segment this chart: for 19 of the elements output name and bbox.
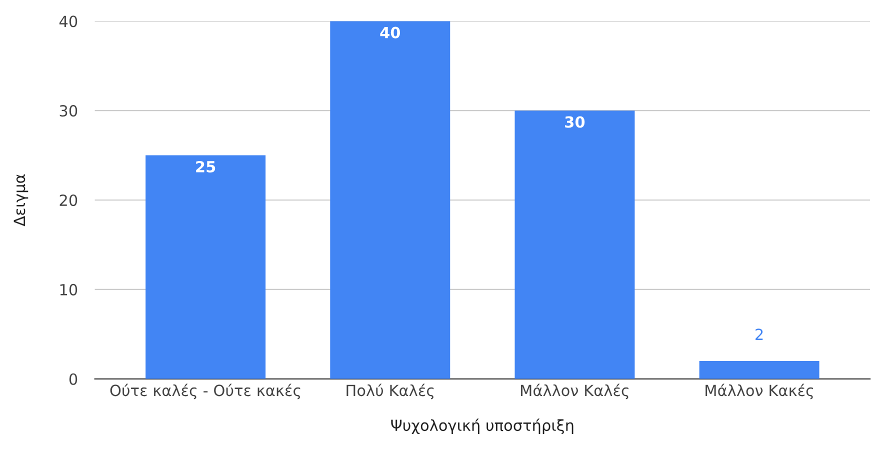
x-tick-label: Μάλλον Κακές xyxy=(706,384,813,400)
y-tick-label: 40 xyxy=(59,16,78,28)
y-tick-label: 0 xyxy=(69,373,78,385)
bar xyxy=(699,361,820,379)
data-label: 2 xyxy=(756,328,763,340)
bar xyxy=(330,21,450,379)
y-axis-title: Δειγμα xyxy=(14,174,28,226)
y-tick-label: 10 xyxy=(60,284,78,296)
x-tick-label: Πολύ Καλές xyxy=(346,384,434,400)
data-label: 30 xyxy=(565,116,585,128)
y-tick-label: 30 xyxy=(60,105,78,117)
bar xyxy=(514,110,635,379)
bar xyxy=(146,155,266,379)
y-tick-label: 20 xyxy=(60,194,78,206)
x-tick-label: Ούτε καλές - Ούτε κακές xyxy=(110,384,300,400)
data-label: 25 xyxy=(196,160,216,172)
data-label: 40 xyxy=(380,26,400,38)
x-axis-title: Ψυχολογική υποστήριξη xyxy=(391,418,574,434)
x-tick-label: Μάλλον Καλές xyxy=(521,384,628,400)
